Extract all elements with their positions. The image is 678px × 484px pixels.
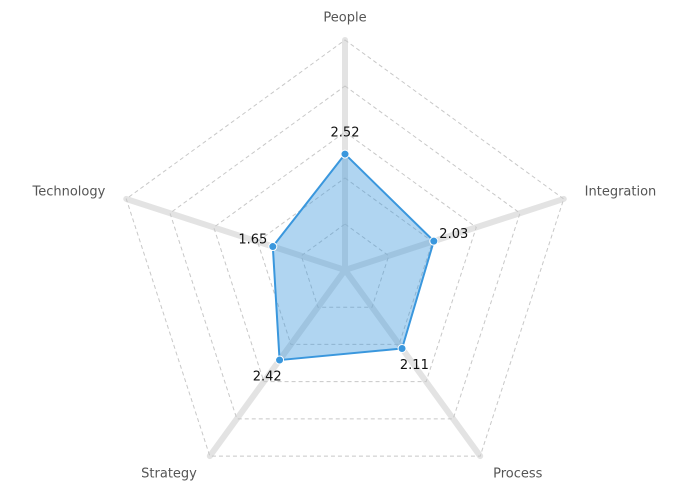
value-label: 1.65 — [238, 233, 267, 248]
spoke — [123, 195, 348, 273]
spoke — [342, 267, 484, 460]
grid-ring — [213, 131, 477, 383]
data-point — [429, 236, 439, 246]
data-point — [397, 344, 407, 354]
grid-ring — [256, 177, 434, 345]
value-label: 2.42 — [253, 370, 282, 385]
data-point — [275, 355, 285, 365]
grid-ring — [169, 85, 521, 420]
data-point — [268, 242, 278, 252]
grid-ring — [300, 223, 390, 308]
data-point — [340, 149, 350, 159]
axis-label: Technology — [32, 185, 106, 200]
grid-ring — [125, 39, 565, 457]
value-label: 2.52 — [331, 126, 360, 141]
value-label: 2.11 — [400, 358, 429, 373]
axis-label: Process — [493, 466, 543, 481]
axis-label: Strategy — [141, 466, 197, 481]
series-area — [271, 153, 435, 362]
axis-label: Integration — [585, 185, 657, 200]
value-label: 2.03 — [439, 227, 468, 242]
axis-label: People — [323, 11, 366, 26]
spoke — [342, 195, 567, 273]
